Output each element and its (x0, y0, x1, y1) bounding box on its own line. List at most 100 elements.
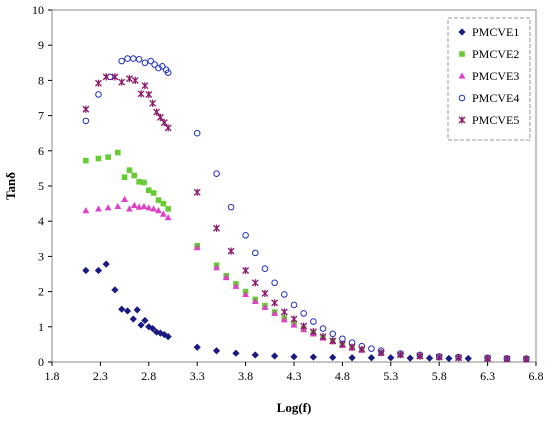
data-point (251, 297, 259, 305)
data-point (251, 249, 259, 257)
data-point (135, 55, 143, 63)
data-point (155, 64, 162, 72)
data-point (290, 301, 298, 309)
data-point (319, 333, 327, 341)
data-point (164, 214, 172, 221)
data-point (126, 167, 133, 173)
data-point (156, 113, 164, 121)
data-point (149, 324, 157, 333)
data-point (358, 345, 366, 353)
y-tick-label: 5 (38, 179, 44, 193)
data-point (329, 337, 337, 345)
data-points (82, 55, 530, 363)
data-point (141, 316, 149, 325)
data-point (164, 333, 172, 341)
data-point (159, 210, 167, 217)
y-tick-label: 10 (32, 3, 44, 17)
x-tick-label: 5.8 (432, 369, 447, 383)
legend-marker (458, 28, 466, 36)
data-point (146, 187, 152, 194)
data-point (290, 353, 298, 361)
data-point (271, 352, 279, 360)
y-tick-label: 8 (38, 73, 44, 87)
legend-label: PMCVE1 (472, 25, 519, 39)
data-point (165, 206, 171, 212)
data-point (397, 351, 404, 359)
data-point (261, 265, 269, 273)
data-point (164, 69, 172, 76)
data-point (150, 190, 157, 196)
data-point (95, 91, 102, 98)
legend-marker (459, 51, 465, 57)
data-point (290, 321, 298, 328)
data-point (212, 347, 221, 355)
data-point (137, 90, 145, 98)
data-point (406, 354, 414, 362)
data-point (348, 354, 356, 362)
data-point (121, 174, 128, 180)
data-point (164, 124, 172, 132)
data-point (213, 170, 220, 177)
data-point (106, 73, 114, 81)
x-tick-label: 3.8 (238, 369, 253, 383)
data-point (102, 260, 110, 268)
data-point (300, 310, 307, 317)
data-point (309, 353, 317, 361)
data-point (129, 315, 137, 323)
y-tick-label: 0 (38, 355, 44, 369)
data-point (435, 353, 443, 361)
data-point (280, 316, 288, 323)
x-tick-label: 6.3 (480, 369, 495, 383)
x-tick-label: 4.8 (335, 369, 350, 383)
data-point (193, 188, 201, 196)
data-point (137, 321, 145, 329)
data-point (95, 79, 102, 87)
data-point (82, 266, 90, 275)
data-point (271, 279, 278, 287)
data-point (368, 345, 375, 352)
data-point (222, 273, 230, 281)
data-point (131, 172, 138, 179)
data-point (141, 82, 149, 90)
data-point (145, 90, 153, 99)
data-point (242, 266, 250, 275)
legend-label: PMCVE5 (472, 113, 519, 127)
data-point (232, 282, 240, 289)
data-point (227, 247, 235, 255)
series-pmcve1 (82, 260, 530, 363)
data-point (251, 279, 259, 287)
data-point (125, 75, 133, 83)
y-tick-label: 7 (38, 109, 44, 123)
y-tick-label: 4 (38, 214, 44, 228)
data-point (522, 355, 530, 363)
data-point (118, 78, 126, 86)
data-point (136, 178, 142, 185)
data-point (104, 204, 112, 211)
x-tick-label: 6.8 (529, 369, 544, 383)
x-tick-label: 3.3 (190, 369, 205, 383)
data-point (123, 307, 132, 315)
data-point (126, 205, 133, 212)
data-point (193, 129, 201, 137)
data-point (455, 354, 463, 362)
data-point (131, 76, 139, 84)
data-point (329, 330, 337, 338)
data-point (155, 207, 162, 214)
data-point (118, 305, 126, 313)
data-point (115, 149, 121, 156)
data-point (213, 264, 220, 271)
data-point (149, 99, 157, 107)
data-point (300, 322, 308, 330)
legend-label: PMCVE4 (472, 91, 519, 105)
data-point (329, 353, 337, 362)
data-point (280, 308, 288, 316)
x-tick-label: 4.3 (287, 369, 302, 383)
data-point (464, 354, 472, 363)
y-tick-label: 1 (38, 320, 44, 334)
data-point (193, 244, 201, 251)
legend-marker (458, 116, 466, 124)
data-point (503, 355, 511, 363)
data-point (82, 207, 90, 214)
data-point (159, 63, 166, 70)
